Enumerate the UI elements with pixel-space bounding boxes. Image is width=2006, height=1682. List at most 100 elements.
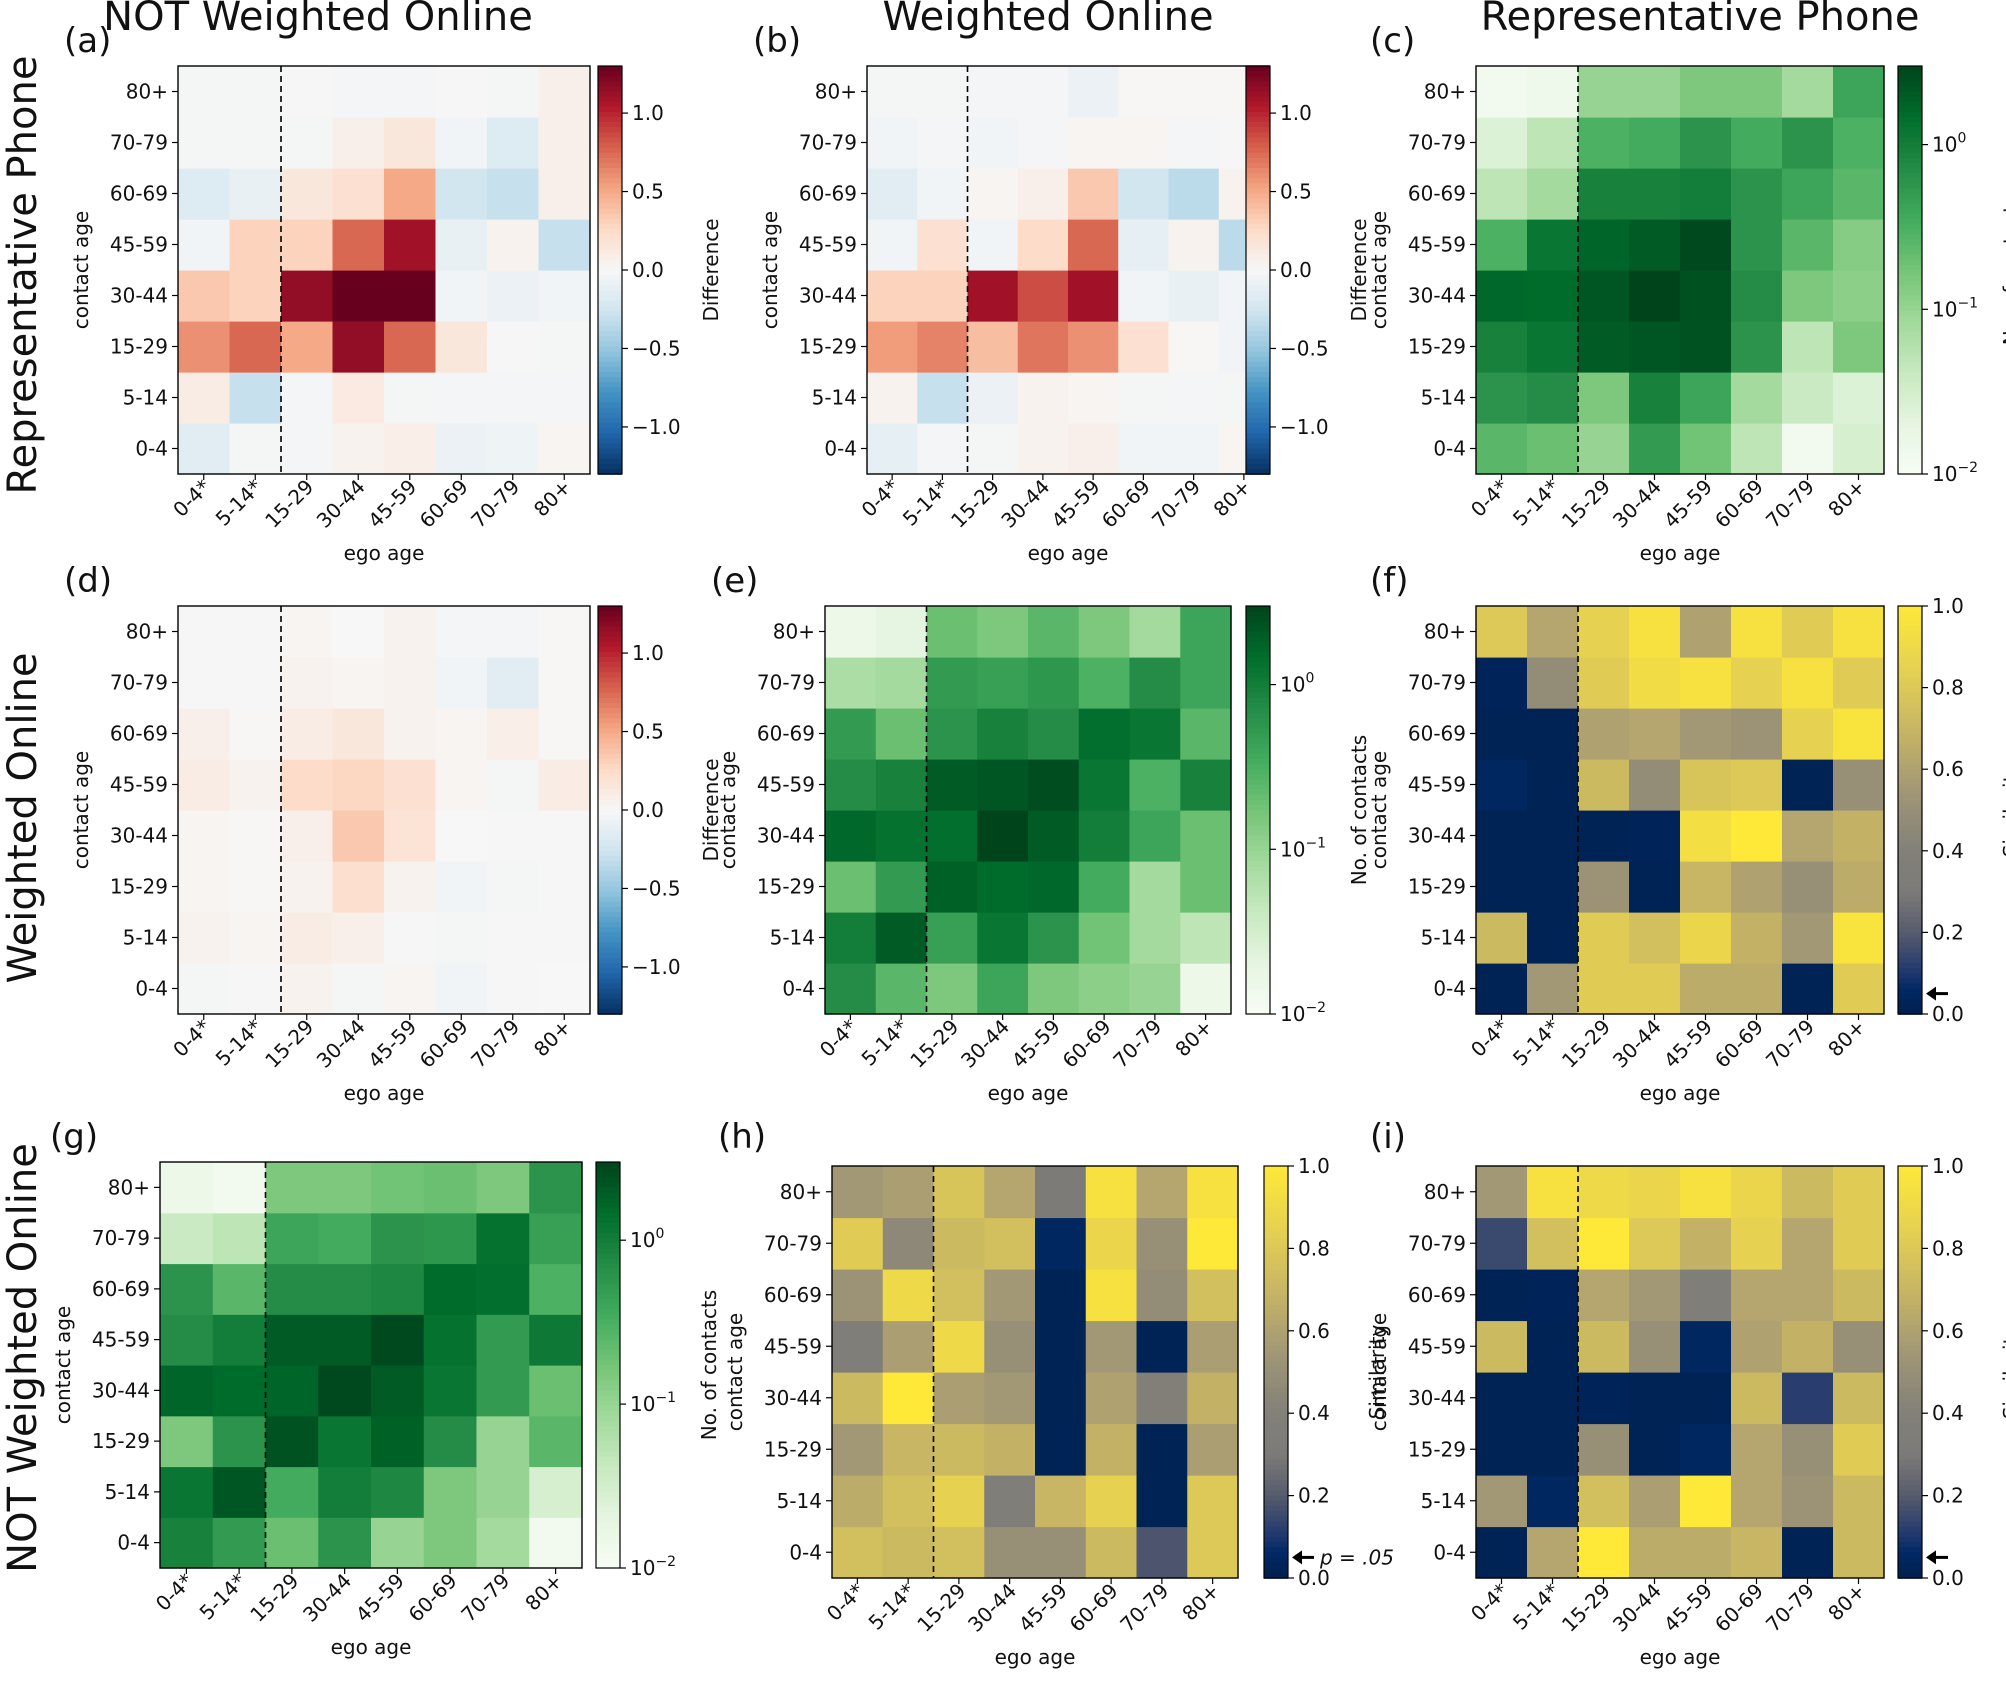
colorbar-segment	[1264, 1294, 1288, 1301]
heatmap-cell	[1028, 810, 1080, 862]
colorbar-label: No. of contacts	[697, 1290, 721, 1440]
colorbar-frame	[1897, 1165, 1923, 1579]
colorbar-segment	[596, 1273, 620, 1280]
colorbar-segment	[1246, 891, 1270, 898]
heatmap-cell	[1476, 657, 1528, 709]
colorbar-segment	[1246, 621, 1270, 628]
heatmap-cell	[1680, 861, 1732, 913]
colorbar-segment	[1246, 285, 1270, 292]
colorbar-tick-label: 0.0	[1280, 258, 1312, 282]
colorbar-segment	[1264, 1196, 1288, 1203]
colorbar-segment	[1246, 132, 1270, 139]
heatmap-cell	[1833, 606, 1885, 658]
colorbar-segment	[596, 1288, 620, 1295]
heatmap-cell	[1680, 168, 1732, 220]
heatmap-cell	[487, 219, 540, 271]
x-tick-label: 60-69	[1710, 1015, 1768, 1073]
colorbar-segment	[596, 1187, 620, 1194]
heatmap-cell	[1680, 219, 1732, 271]
x-tick-label: 15-29	[946, 475, 1004, 533]
colorbar-segment	[1264, 1305, 1288, 1311]
colorbar-segment	[598, 315, 622, 322]
colorbar-segment	[598, 830, 622, 837]
colorbar-segment	[1898, 957, 1922, 964]
heatmap-cell	[384, 117, 437, 169]
heatmap-cell	[384, 759, 437, 811]
colorbar-segment	[1898, 733, 1922, 740]
heatmap-cell	[487, 810, 540, 862]
colorbar-segment	[598, 769, 622, 776]
y-tick-label: 15-29	[1408, 1437, 1466, 1461]
heatmap-cell	[1629, 321, 1681, 373]
x-tick-label: 0-4*	[168, 1015, 215, 1062]
heatmap-cell	[1578, 657, 1630, 709]
colorbar-segment	[1264, 1526, 1288, 1533]
colorbar-segment	[1246, 917, 1270, 923]
colorbar-segment	[1898, 764, 1922, 770]
colorbar-segment	[1264, 1464, 1288, 1471]
colorbar-segment	[1898, 1238, 1922, 1245]
colorbar-segment	[1898, 310, 1922, 317]
colorbar-segment	[596, 1319, 620, 1326]
heatmap-cell	[1035, 1217, 1087, 1270]
x-tick-label: 5-14*	[857, 1015, 913, 1071]
colorbar-segment	[1264, 1258, 1288, 1265]
heatmap-cell	[1168, 117, 1220, 169]
heatmap-cell	[1068, 270, 1119, 322]
x-tick-label: 80+	[529, 1015, 576, 1062]
heatmap-cell	[160, 1365, 214, 1417]
heatmap-cell	[1833, 270, 1885, 322]
colorbar-segment	[1246, 901, 1270, 908]
colorbar-segment	[1898, 463, 1922, 470]
plot-frame	[1475, 65, 1885, 475]
colorbar-segment	[598, 947, 622, 954]
colorbar-segment	[598, 651, 622, 658]
heatmap-cell	[1680, 117, 1732, 169]
colorbar-segment	[598, 341, 622, 348]
heatmap-cell	[1168, 168, 1220, 220]
colorbar-segment	[1264, 1444, 1288, 1451]
colorbar-segment	[1246, 876, 1270, 883]
colorbar-segment	[1898, 616, 1922, 623]
colorbar-segment	[596, 1197, 620, 1204]
colorbar-segment	[1898, 702, 1922, 709]
heatmap-cell	[178, 912, 231, 964]
colorbar-tick-label: 10−2	[1932, 460, 1978, 486]
heatmap-cell	[1068, 423, 1119, 475]
heatmap-cell	[1833, 423, 1885, 475]
heatmap-cell	[1476, 219, 1528, 271]
colorbar-segment	[1246, 855, 1270, 862]
heatmap-cell	[1833, 1372, 1885, 1425]
colorbar-segment	[1898, 122, 1922, 128]
heatmap-cell	[825, 912, 877, 964]
colorbar-segment	[598, 127, 622, 134]
y-tick-label: 30-44	[1408, 1386, 1466, 1410]
colorbar-tick-label: 0.0	[1932, 1002, 1964, 1026]
colorbar-segment	[596, 1299, 620, 1305]
colorbar-segment	[596, 1496, 620, 1503]
heatmap-cell	[1578, 321, 1630, 373]
colorbar-segment	[1246, 983, 1270, 990]
colorbar-segment	[1246, 636, 1270, 643]
colorbar-segment	[598, 392, 622, 399]
colorbar-segment	[1246, 315, 1270, 322]
heatmap-cell	[1680, 321, 1732, 373]
colorbar-tick-label: 10−1	[1280, 835, 1326, 861]
colorbar-segment	[1246, 229, 1270, 236]
colorbar-segment	[1246, 219, 1270, 225]
x-tick-label: 30-44	[1608, 1579, 1666, 1637]
colorbar-segment	[598, 621, 622, 628]
y-tick-label: 80+	[780, 1180, 822, 1204]
colorbar-segment	[1898, 1263, 1922, 1270]
colorbar-segment	[1246, 728, 1270, 735]
heatmap-cell	[875, 912, 928, 964]
heatmap-cell	[1782, 912, 1834, 964]
colorbar-segment	[1898, 382, 1922, 389]
heatmap-cell	[1187, 1217, 1239, 1270]
heatmap-cell	[487, 270, 540, 322]
heatmap-cell	[1068, 66, 1119, 118]
heatmap-cell	[825, 759, 877, 811]
heatmap-cell	[1476, 1166, 1528, 1219]
pvalue-label: p = .05	[1319, 1545, 1394, 1569]
colorbar-segment	[1246, 804, 1270, 811]
